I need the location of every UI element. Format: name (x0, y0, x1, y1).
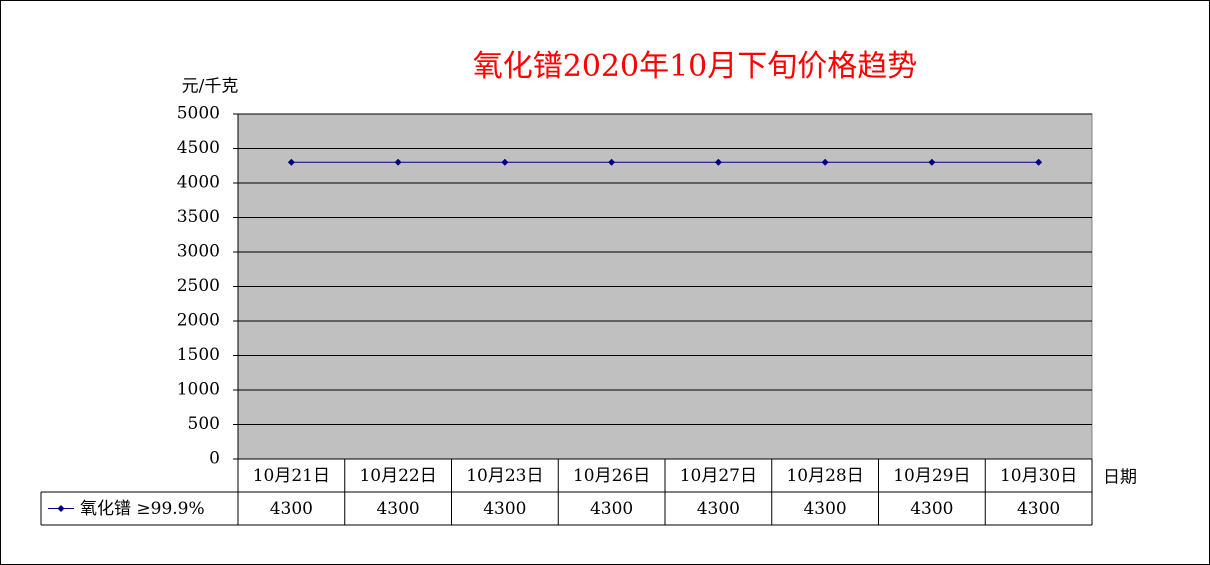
y-tick-label: 0 (209, 449, 220, 469)
x-tick-label: 10月26日 (573, 466, 650, 486)
chart-title: 氧化镨2020年10月下旬价格趋势 (473, 49, 918, 84)
data-marker (928, 158, 936, 166)
y-tick-label: 2000 (177, 311, 220, 331)
x-tick-label: 10月23日 (466, 466, 543, 486)
y-tick-label: 1500 (177, 345, 220, 365)
y-tick-label: 1000 (177, 380, 220, 400)
data-marker (287, 158, 295, 166)
table-value: 4300 (483, 499, 526, 519)
data-marker (501, 158, 509, 166)
data-marker (821, 158, 829, 166)
y-tick-label: 2500 (177, 276, 220, 296)
x-tick-label: 10月30日 (1000, 466, 1077, 486)
data-marker (1035, 158, 1043, 166)
data-marker (608, 158, 616, 166)
table-value: 4300 (270, 499, 313, 519)
y-tick-label: 3000 (177, 242, 220, 262)
legend-label: 氧化镨 ≥99.9% (80, 499, 205, 519)
y-axis-label: 元/千克 (182, 77, 239, 97)
table-value: 4300 (1017, 499, 1060, 519)
y-tick-label: 500 (188, 414, 220, 434)
data-marker (714, 158, 722, 166)
x-tick-label: 10月29日 (893, 466, 970, 486)
x-tick-label: 10月28日 (786, 466, 863, 486)
data-marker (394, 158, 402, 166)
x-tick-label: 10月27日 (680, 466, 757, 486)
table-value: 4300 (803, 499, 846, 519)
y-tick-label: 3500 (177, 207, 220, 227)
y-tick-label: 4000 (177, 173, 220, 193)
x-tick-label: 10月22日 (359, 466, 436, 486)
legend-marker (57, 505, 65, 512)
table-value: 4300 (590, 499, 633, 519)
table-value: 4300 (376, 499, 419, 519)
y-tick-label: 4500 (177, 138, 220, 158)
table-value: 4300 (697, 499, 740, 519)
table-value: 4300 (910, 499, 953, 519)
x-tick-label: 10月21日 (253, 466, 330, 486)
y-tick-label: 5000 (177, 104, 220, 124)
x-axis-label: 日期 (1103, 468, 1137, 488)
